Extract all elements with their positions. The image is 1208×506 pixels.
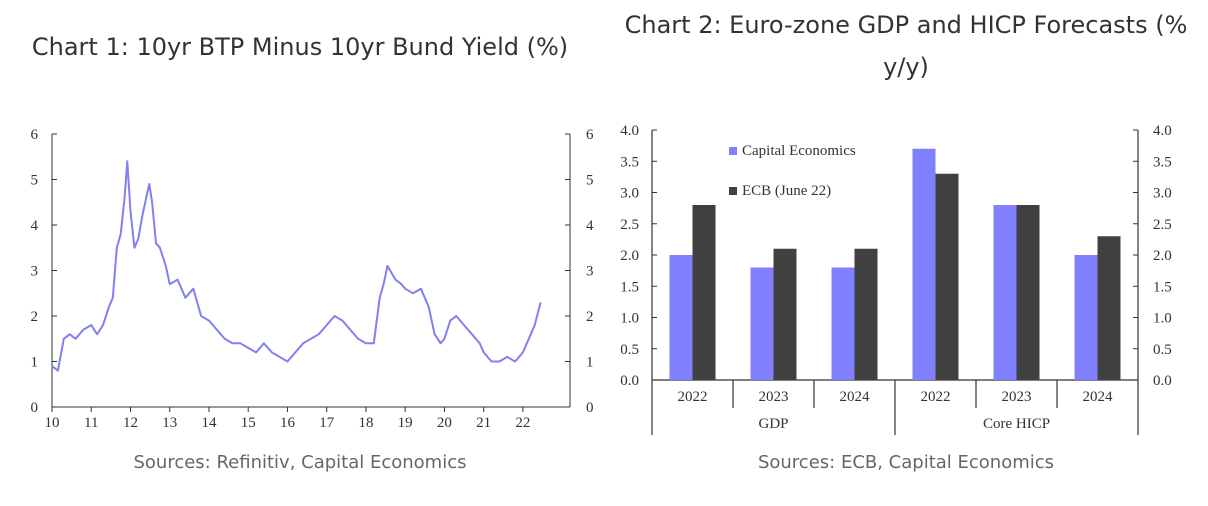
- chart-2-y-tick-label-right: 4.0: [1153, 123, 1172, 139]
- chart-2-legend-label: Capital Economics: [742, 143, 856, 159]
- chart-2-group-label: Core HICP: [983, 416, 1050, 432]
- chart-1-y-tick-label-right: 6: [586, 127, 594, 143]
- chart-2-y-tick-label-right: 3.0: [1153, 186, 1172, 202]
- chart-2-bar-capital-economics: [831, 267, 855, 380]
- chart-2-legend-label: ECB (June 22): [742, 183, 831, 199]
- chart-1-y-tick-label-right: 4: [586, 218, 594, 234]
- chart-1-x-tick-label: 11: [84, 415, 98, 431]
- chart-2-y-tick-label-right: 2.5: [1153, 217, 1172, 233]
- chart-1-y-tick-label-right: 1: [586, 355, 594, 371]
- chart-1-x-tick-label: 14: [201, 415, 217, 431]
- chart-2-title: Chart 2: Euro-zone GDP and HICP Forecast…: [624, 11, 1188, 81]
- chart-2-x-tick-label: 2024: [840, 389, 871, 405]
- chart-1-y-tick-label-left: 1: [31, 355, 39, 371]
- chart-2-y-tick-label-right: 1.0: [1153, 311, 1172, 327]
- chart-1-y-tick-label-right: 0: [586, 400, 594, 416]
- chart-1-x-tick-label: 21: [476, 415, 491, 431]
- chart-1-source: Sources: Refinitiv, Capital Economics: [133, 452, 467, 473]
- chart-1-y-tick-label-left: 2: [31, 309, 39, 325]
- chart-1-x-tick-label: 20: [437, 415, 452, 431]
- chart-1-x-tick-label: 17: [319, 415, 335, 431]
- chart-1-y-tick-label-right: 3: [586, 264, 594, 280]
- chart-2-x-tick-label: 2023: [759, 389, 789, 405]
- chart-2-y-tick-label-right: 2.0: [1153, 248, 1172, 264]
- chart-1-title: Chart 1: 10yr BTP Minus 10yr Bund Yield …: [31, 33, 569, 61]
- chart-2-y-tick-label-right: 1.5: [1153, 279, 1172, 295]
- chart-2-bar-capital-economics: [912, 148, 936, 380]
- chart-2-y-tick-label-left: 1.5: [620, 279, 639, 295]
- chart-2-bar-ecb: [1016, 205, 1040, 380]
- chart-2-bar-capital-economics: [669, 255, 693, 380]
- chart-2-legend-swatch: [729, 187, 737, 195]
- chart-2-bar-ecb: [935, 173, 959, 380]
- chart-1-y-tick-label-left: 0: [31, 400, 39, 416]
- chart-1-y-tick-label-right: 5: [586, 173, 594, 189]
- chart-2-svg: 0.0 0.0 0.5 0.5 1.0 1.0 1.5 1.5 2.0 2.0 2.5 2.5 3.0 3…: [620, 123, 1172, 435]
- chart-2-x-tick-label: 2024: [1083, 389, 1114, 405]
- chart-1-svg: 0 01 12 23 34 45 56 610 11 12 13 14 15 16 17 18 19 20 21 22: [31, 127, 595, 431]
- chart-1-y-tick-label-left: 4: [31, 218, 39, 234]
- chart-2-y-tick-label-left: 0.0: [620, 373, 639, 389]
- chart-2-source: Sources: ECB, Capital Economics: [757, 452, 1055, 473]
- chart-2-bar-capital-economics: [1074, 255, 1098, 380]
- chart-1-x-tick-label: 13: [162, 415, 177, 431]
- chart-2-y-tick-label-left: 2.0: [620, 248, 639, 264]
- chart-2-bar-ecb: [1097, 236, 1121, 380]
- chart-2-bar-ecb: [854, 248, 878, 380]
- chart-2-y-tick-label-left: 1.0: [620, 311, 639, 327]
- chart-2-y-tick-label-left: 3.0: [620, 186, 639, 202]
- chart-2-y-tick-label-left: 2.5: [620, 217, 639, 233]
- chart-2-y-tick-label-left: 0.5: [620, 342, 639, 358]
- chart-2-y-tick-label-right: 3.5: [1153, 154, 1172, 170]
- chart-2-x-tick-label: 2022: [921, 389, 951, 405]
- chart-2-y-tick-label-right: 0.0: [1153, 373, 1172, 389]
- chart-1-x-tick-label: 19: [398, 415, 413, 431]
- chart-1-x-tick-label: 16: [280, 415, 296, 431]
- chart-2-bar-capital-economics: [993, 205, 1017, 380]
- chart-2-bar-capital-economics: [750, 267, 774, 380]
- chart-1-y-tick-label-left: 6: [31, 127, 39, 143]
- chart-1-x-tick-label: 12: [123, 415, 138, 431]
- chart-1-y-tick-label-left: 5: [31, 173, 39, 189]
- chart-2-legend-swatch: [729, 147, 737, 155]
- chart-2-y-tick-label-left: 3.5: [620, 154, 639, 170]
- chart-2-y-tick-label-right: 0.5: [1153, 342, 1172, 358]
- chart-2-group-label: GDP: [758, 416, 788, 432]
- chart-1-y-tick-label-right: 2: [586, 309, 594, 325]
- chart-1-panel: Chart 1: 10yr BTP Minus 10yr Bund Yield …: [0, 0, 600, 506]
- chart-2-bar-ecb: [692, 205, 716, 380]
- chart-2-x-tick-label: 2023: [1002, 389, 1032, 405]
- chart-1-y-tick-label-left: 3: [31, 264, 39, 280]
- chart-1-series-line: [51, 160, 542, 372]
- chart-1-x-tick-label: 22: [515, 415, 530, 431]
- chart-1-x-tick-label: 15: [241, 415, 256, 431]
- chart-2-bar-ecb: [773, 248, 797, 380]
- chart-1-x-tick-label: 10: [45, 415, 60, 431]
- chart-1-x-tick-label: 18: [358, 415, 373, 431]
- chart-2-panel: Chart 2: Euro-zone GDP and HICP Forecast…: [604, 0, 1208, 506]
- chart-2-x-tick-label: 2022: [678, 389, 708, 405]
- chart-2-y-tick-label-left: 4.0: [620, 123, 639, 139]
